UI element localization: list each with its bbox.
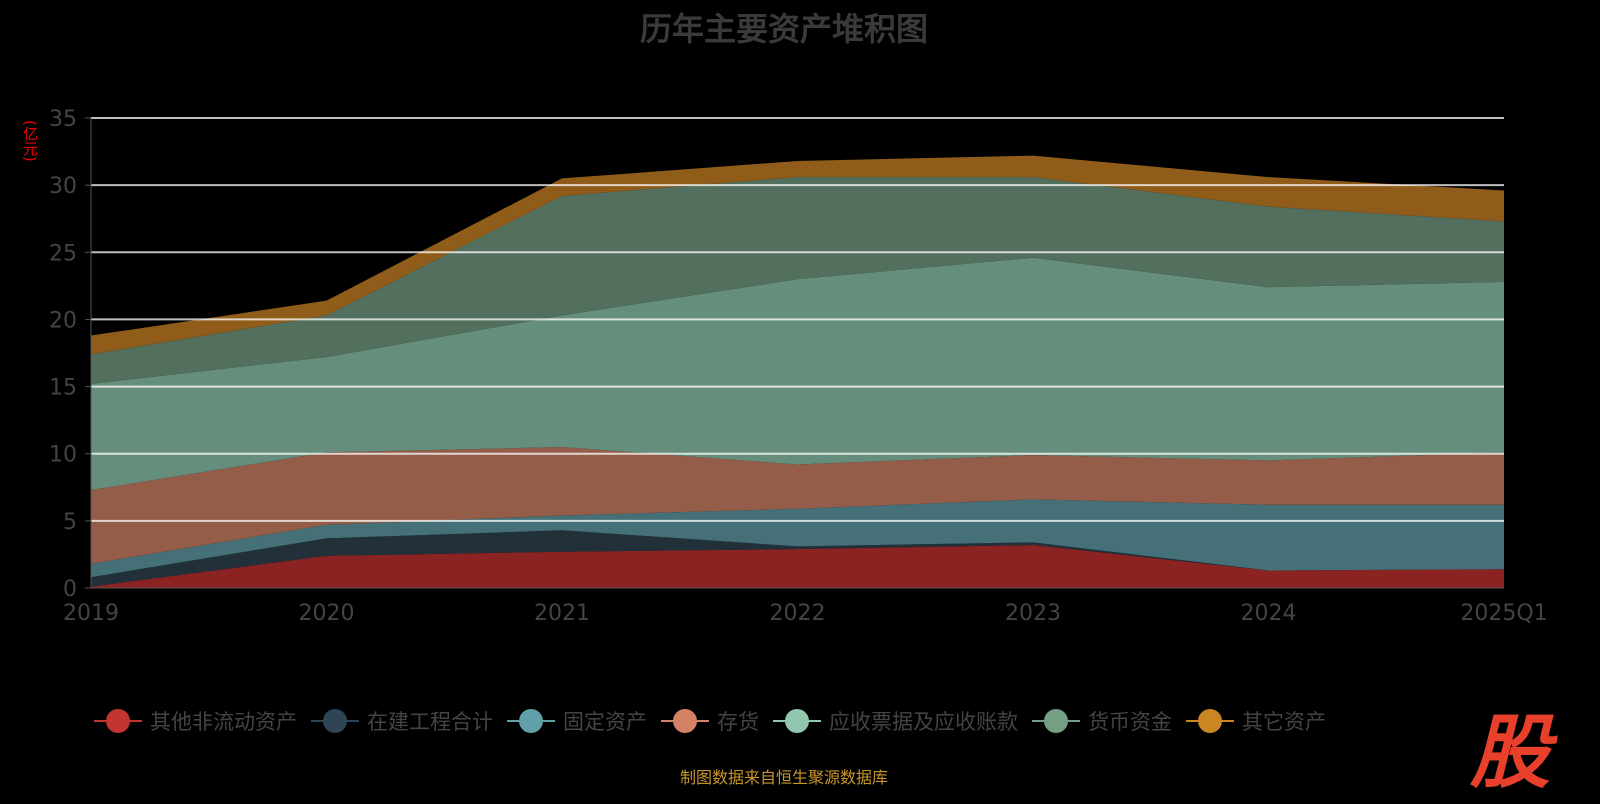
- legend-label: 其它资产: [1242, 710, 1326, 734]
- y-axis-unit: (亿元): [21, 120, 39, 162]
- area-2: [91, 499, 1504, 578]
- legend-item[interactable]: 在建工程合计: [311, 706, 493, 736]
- legend-label: 货币资金: [1088, 710, 1172, 734]
- legend-item[interactable]: 货币资金: [1032, 706, 1172, 736]
- y-tick-label: 20: [49, 308, 77, 333]
- y-tick-label: 35: [49, 107, 77, 132]
- x-tick-label: 2021: [534, 601, 590, 626]
- legend: 其他非流动资产 在建工程合计 固定资产 存货 应收票据及应收账款 货币资金 其它资产: [94, 706, 1326, 736]
- legend-item[interactable]: 存货: [661, 706, 759, 736]
- legend-marker-icon: [311, 708, 359, 734]
- source-note: 制图数据来自恒生聚源数据库: [679, 768, 888, 787]
- y-tick-label: 0: [63, 577, 77, 602]
- legend-item[interactable]: 固定资产: [507, 706, 647, 736]
- legend-marker-icon: [94, 708, 142, 734]
- legend-label: 在建工程合计: [367, 710, 493, 734]
- legend-item[interactable]: 其他非流动资产: [94, 706, 297, 736]
- legend-label: 存货: [717, 710, 759, 734]
- area-5: [91, 177, 1504, 384]
- area-1: [91, 530, 1504, 587]
- chart-title: 历年主要资产堆积图: [639, 10, 928, 48]
- y-tick-label: 15: [49, 376, 77, 401]
- legend-item[interactable]: 应收票据及应收账款: [773, 706, 1018, 736]
- legend-marker-icon: [1032, 708, 1080, 734]
- legend-marker-icon: [1186, 708, 1234, 734]
- x-tick-label: 2023: [1005, 601, 1061, 626]
- area-3: [91, 447, 1504, 564]
- x-tick-label: 2019: [63, 601, 119, 626]
- x-tick-label: 2025Q1: [1460, 601, 1547, 626]
- y-tick-label: 30: [49, 174, 77, 199]
- legend-item[interactable]: 其它资产: [1186, 706, 1326, 736]
- legend-marker-icon: [507, 708, 555, 734]
- legend-label: 固定资产: [563, 710, 647, 734]
- legend-label: 其他非流动资产: [150, 710, 297, 734]
- y-tick-label: 25: [49, 241, 77, 266]
- area-4: [91, 257, 1504, 490]
- legend-marker-icon: [661, 708, 709, 734]
- y-tick-label: 10: [49, 443, 77, 468]
- area-0: [91, 545, 1504, 588]
- x-tick-label: 2024: [1241, 601, 1297, 626]
- legend-label: 应收票据及应收账款: [829, 710, 1018, 734]
- y-tick-label: 5: [63, 510, 77, 535]
- legend-marker-icon: [773, 708, 821, 734]
- x-tick-label: 2022: [770, 601, 826, 626]
- x-tick-label: 2020: [299, 601, 355, 626]
- logo: 股: [1470, 706, 1550, 799]
